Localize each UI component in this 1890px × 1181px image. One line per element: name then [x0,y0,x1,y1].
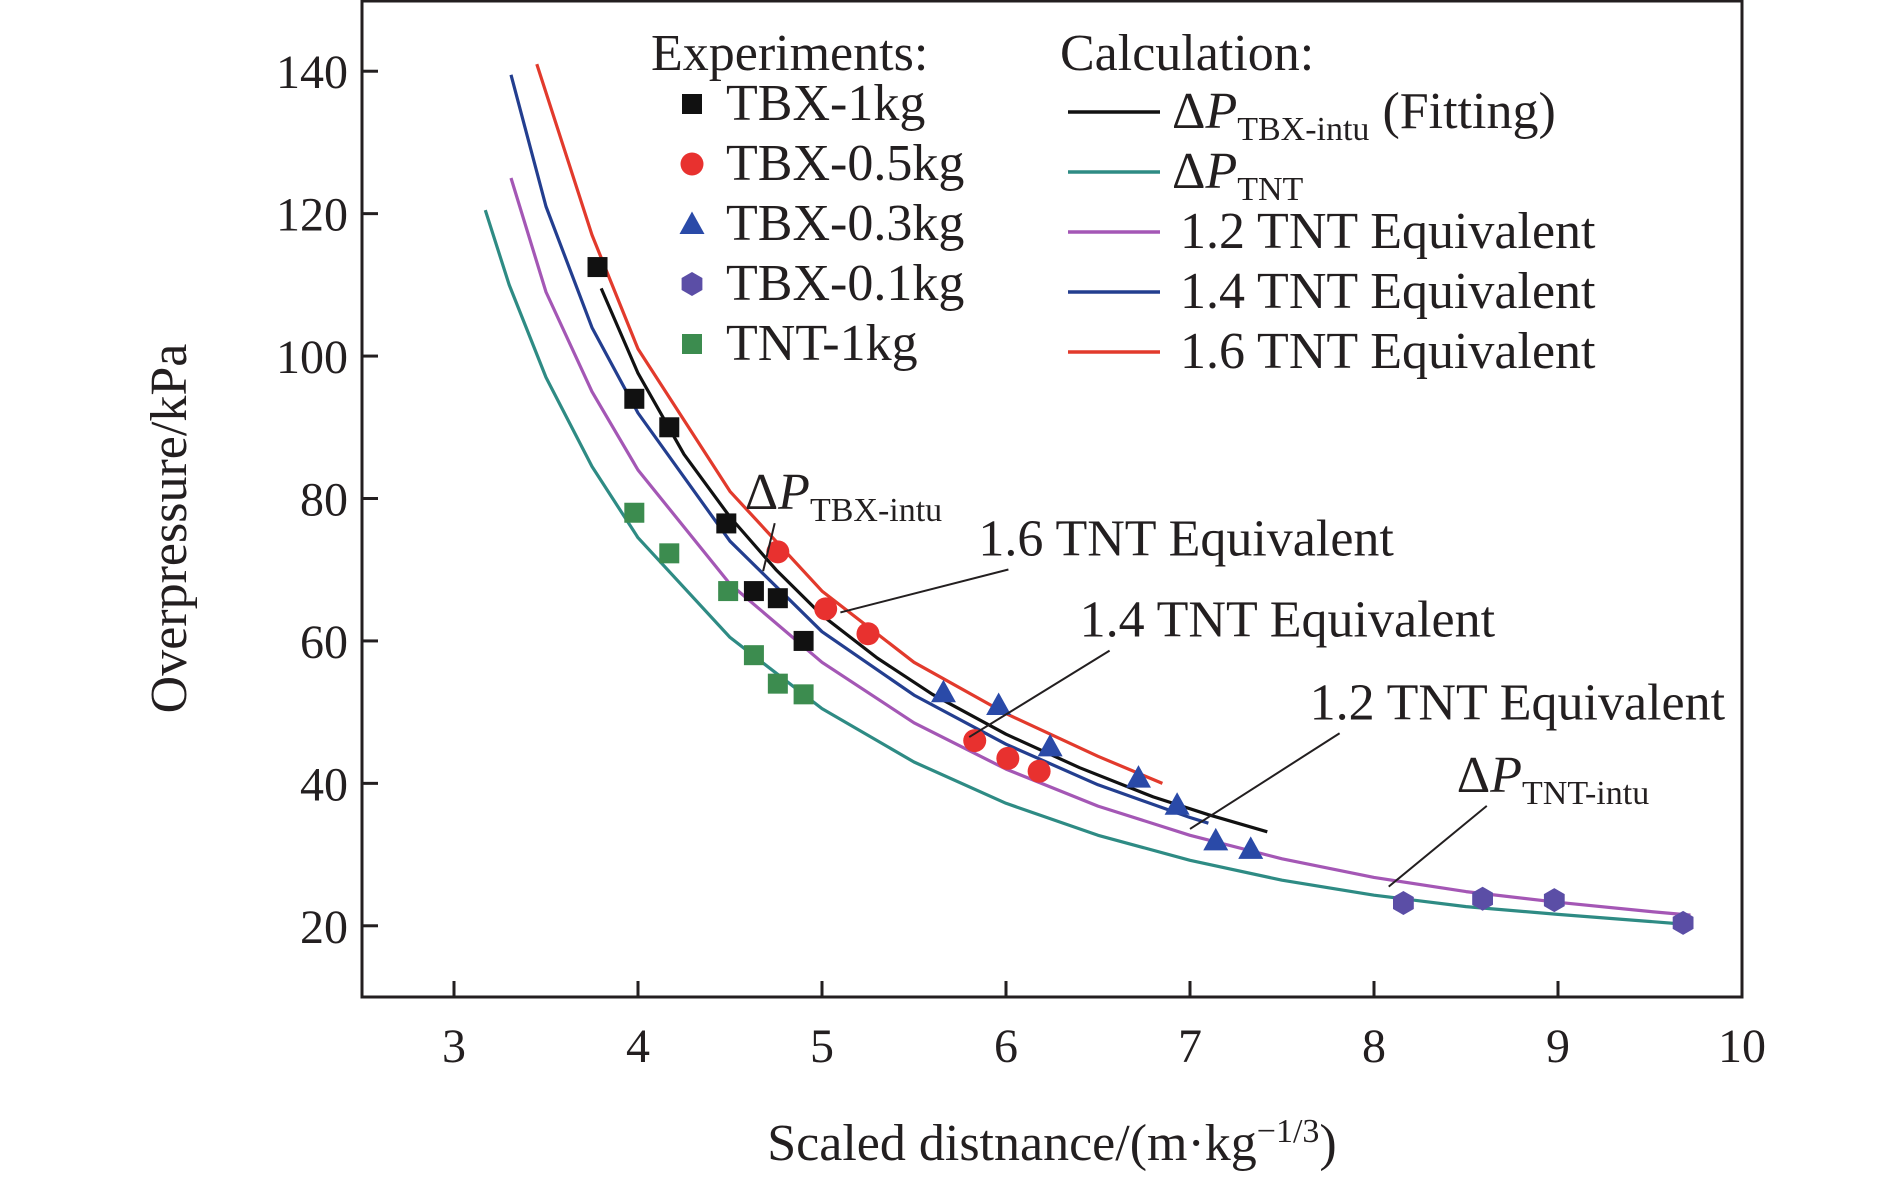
y-tick-label: 20 [300,901,348,954]
y-tick-label: 140 [276,46,348,99]
annotation-1-2-tnt-equivalent: 1.2 TNT Equivalent [1310,674,1726,731]
x-axis-ticks: 3 4 5 6 7 8 9 10 [442,981,1766,1073]
y-tick-label: 100 [276,331,348,384]
marker-tbx-0-1kg [1393,891,1414,915]
annotation-1-6-tnt-equivalent: 1.6 TNT Equivalent [978,510,1394,567]
legend-label-tnt-1kg: TNT-1kg [726,315,918,372]
y-tick-label: 120 [276,189,348,242]
marker-tbx-0-3kg [1203,827,1229,851]
y-axis-ticks: 20 40 60 80 100 120 140 [276,46,378,954]
marker-tnt-1kg [718,581,739,602]
marker-tbx-0-3kg [1037,733,1063,757]
legend: Experiments: Calculation: TBX-1kgTBX-0.5… [651,25,1596,380]
marker-tbx-0-5kg [1027,759,1051,783]
x-tick-label: 6 [994,1020,1018,1073]
marker-tbx-0-1kg [1472,886,1493,911]
x-tick-label: 4 [626,1020,650,1073]
marker-tbx-1kg [767,588,788,609]
marker-tbx-0-5kg [963,729,987,753]
marker-tbx-0-3kg [1125,765,1151,788]
experiment-markers [587,257,1694,935]
marker-tbx-0-5kg [766,540,790,564]
y-tick-label: 80 [300,474,348,527]
marker-tbx-0-3kg [1238,836,1264,859]
marker-tbx-0-5kg [814,597,838,621]
marker-tnt-1kg [767,673,788,694]
marker-tbx-0-3kg [930,679,956,703]
curve-annotations: ΔPTBX-intu 1.6 TNT Equivalent 1.4 TNT Equi… [745,464,1726,888]
marker-tbx-1kg [743,581,764,602]
x-tick-label: 9 [1546,1020,1570,1073]
x-tick-label: 10 [1718,1020,1766,1073]
legend-label-1-4-tnt-equivalent: 1.4 TNT Equivalent [1180,263,1596,320]
annotation-leader-line [762,522,776,572]
marker-tnt-1kg [624,502,645,523]
legend-marker-tnt-1kg [682,334,702,354]
annotation-p-tnt-intu: ΔPTNT-intu [1457,747,1649,812]
marker-tbx-1kg [716,513,737,534]
x-tick-label: 3 [442,1020,466,1073]
marker-tbx-0-1kg [1672,910,1694,935]
marker-tbx-1kg [624,388,645,409]
legend-calculation-title: Calculation: [1060,25,1314,82]
marker-tbx-0-3kg [1164,792,1190,815]
curve-p-tnt [483,209,1687,926]
marker-tnt-1kg [793,684,814,705]
marker-tbx-1kg [659,417,680,438]
legend-label-tbx-0-5kg: TBX-0.5kg [726,135,964,192]
plot-frame [360,0,1744,999]
x-tick-label: 7 [1178,1020,1202,1073]
legend-marker-tbx-0-5kg [680,152,704,176]
legend-label-1-2-tnt-equivalent: 1.2 TNT Equivalent [1180,203,1596,260]
legend-label-p-tnt: ΔPTNT [1172,143,1304,208]
marker-tbx-0-3kg [986,692,1012,716]
annotation-leader-line [1189,732,1341,830]
annotation-1-4-tnt-equivalent: 1.4 TNT Equivalent [1080,592,1496,649]
legend-marker-tbx-0-3kg [679,211,705,234]
marker-tbx-1kg [793,630,814,651]
curve-p-tbx-intu [599,287,1268,834]
legend-label-tbx-0-3kg: TBX-0.3kg [726,195,964,252]
x-tick-label: 5 [810,1020,834,1073]
x-tick-label: 8 [1362,1020,1386,1073]
legend-marker-tbx-0-1kg [681,272,703,296]
y-tick-label: 40 [300,758,348,811]
legend-experiment-items: TBX-1kgTBX-0.5kgTBX-0.3kgTBX-0.1kgTNT-1k… [679,75,964,372]
y-tick-label: 60 [300,616,348,669]
legend-label-tbx-0-1kg: TBX-0.1kg [726,255,964,312]
marker-tbx-1kg [587,257,608,278]
annotation-leader-line [840,568,1009,614]
curve-1-4-tnt-equivalent [509,74,1209,825]
x-axis-label: Scaled distnance/(m·kg−1/3) [767,1113,1336,1172]
y-axis-label: Overpressure/kPa [141,344,198,714]
curve-1-2-tnt-equivalent [509,177,1691,917]
legend-experiments-title: Experiments: [651,25,928,82]
marker-tbx-0-5kg [996,746,1020,770]
annotation-leader-line [968,649,1111,738]
marker-tnt-1kg [659,543,680,564]
marker-tbx-0-5kg [856,622,880,646]
legend-marker-tbx-1kg [682,94,702,114]
marker-tbx-0-1kg [1543,888,1565,913]
legend-label-tbx-1kg: TBX-1kg [726,75,925,132]
marker-tnt-1kg [743,645,764,666]
annotation-leader-line [1388,805,1488,888]
legend-label-p-tbx-intu: ΔPTBX-intu (Fitting) [1172,83,1556,148]
annotation-p-tbx-intu: ΔPTBX-intu [745,464,942,529]
legend-label-1-6-tnt-equivalent: 1.6 TNT Equivalent [1180,323,1596,380]
